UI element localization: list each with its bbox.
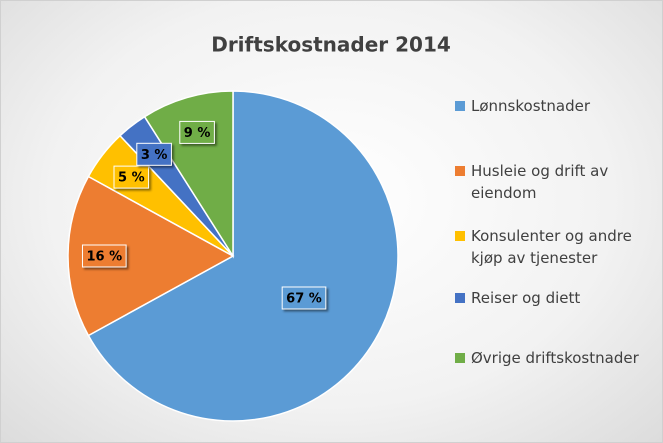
legend-swatch xyxy=(455,293,465,303)
data-label: 67 % xyxy=(281,286,327,310)
pie-slice xyxy=(87,90,399,422)
legend-entry: Reiser og diett xyxy=(451,287,651,309)
legend-label: Lønnskostnader xyxy=(471,97,591,115)
data-label-text: 16 % xyxy=(86,250,122,265)
legend-label: Reiser og diett xyxy=(471,289,581,307)
legend-swatch xyxy=(455,166,465,176)
legend-entry: Øvrige driftskostnader xyxy=(451,347,651,369)
legend-label: Konsulenter og andre kjøp av tjenester xyxy=(471,227,632,267)
data-label-box xyxy=(136,142,172,166)
legend-label: Øvrige driftskostnader xyxy=(471,349,639,367)
data-label-text: 3 % xyxy=(141,148,168,163)
data-label-box xyxy=(113,165,150,189)
data-label-text: 67 % xyxy=(286,291,322,306)
legend-entry: Konsulenter og andre kjøp av tjenester xyxy=(451,225,651,269)
legend-swatch xyxy=(455,353,465,363)
data-label: 5 % xyxy=(113,165,150,189)
data-label: 16 % xyxy=(81,244,127,268)
legend-entry: Husleie og drift av eiendom xyxy=(451,160,651,204)
data-label-text: 5 % xyxy=(118,171,145,186)
data-label-box xyxy=(179,120,215,144)
legend-swatch xyxy=(455,231,465,241)
data-label: 9 % xyxy=(179,120,215,144)
legend-entry: Lønnskostnader xyxy=(451,95,651,117)
data-label-box xyxy=(81,244,127,268)
data-label-text: 9 % xyxy=(184,126,211,141)
data-label: 3 % xyxy=(136,142,172,166)
chart-title: Driftskostnader 2014 xyxy=(211,33,451,57)
legend-swatch xyxy=(455,101,465,111)
legend-label: Husleie og drift av eiendom xyxy=(471,162,609,202)
data-label-box xyxy=(281,286,327,310)
pie-slice xyxy=(67,175,235,337)
